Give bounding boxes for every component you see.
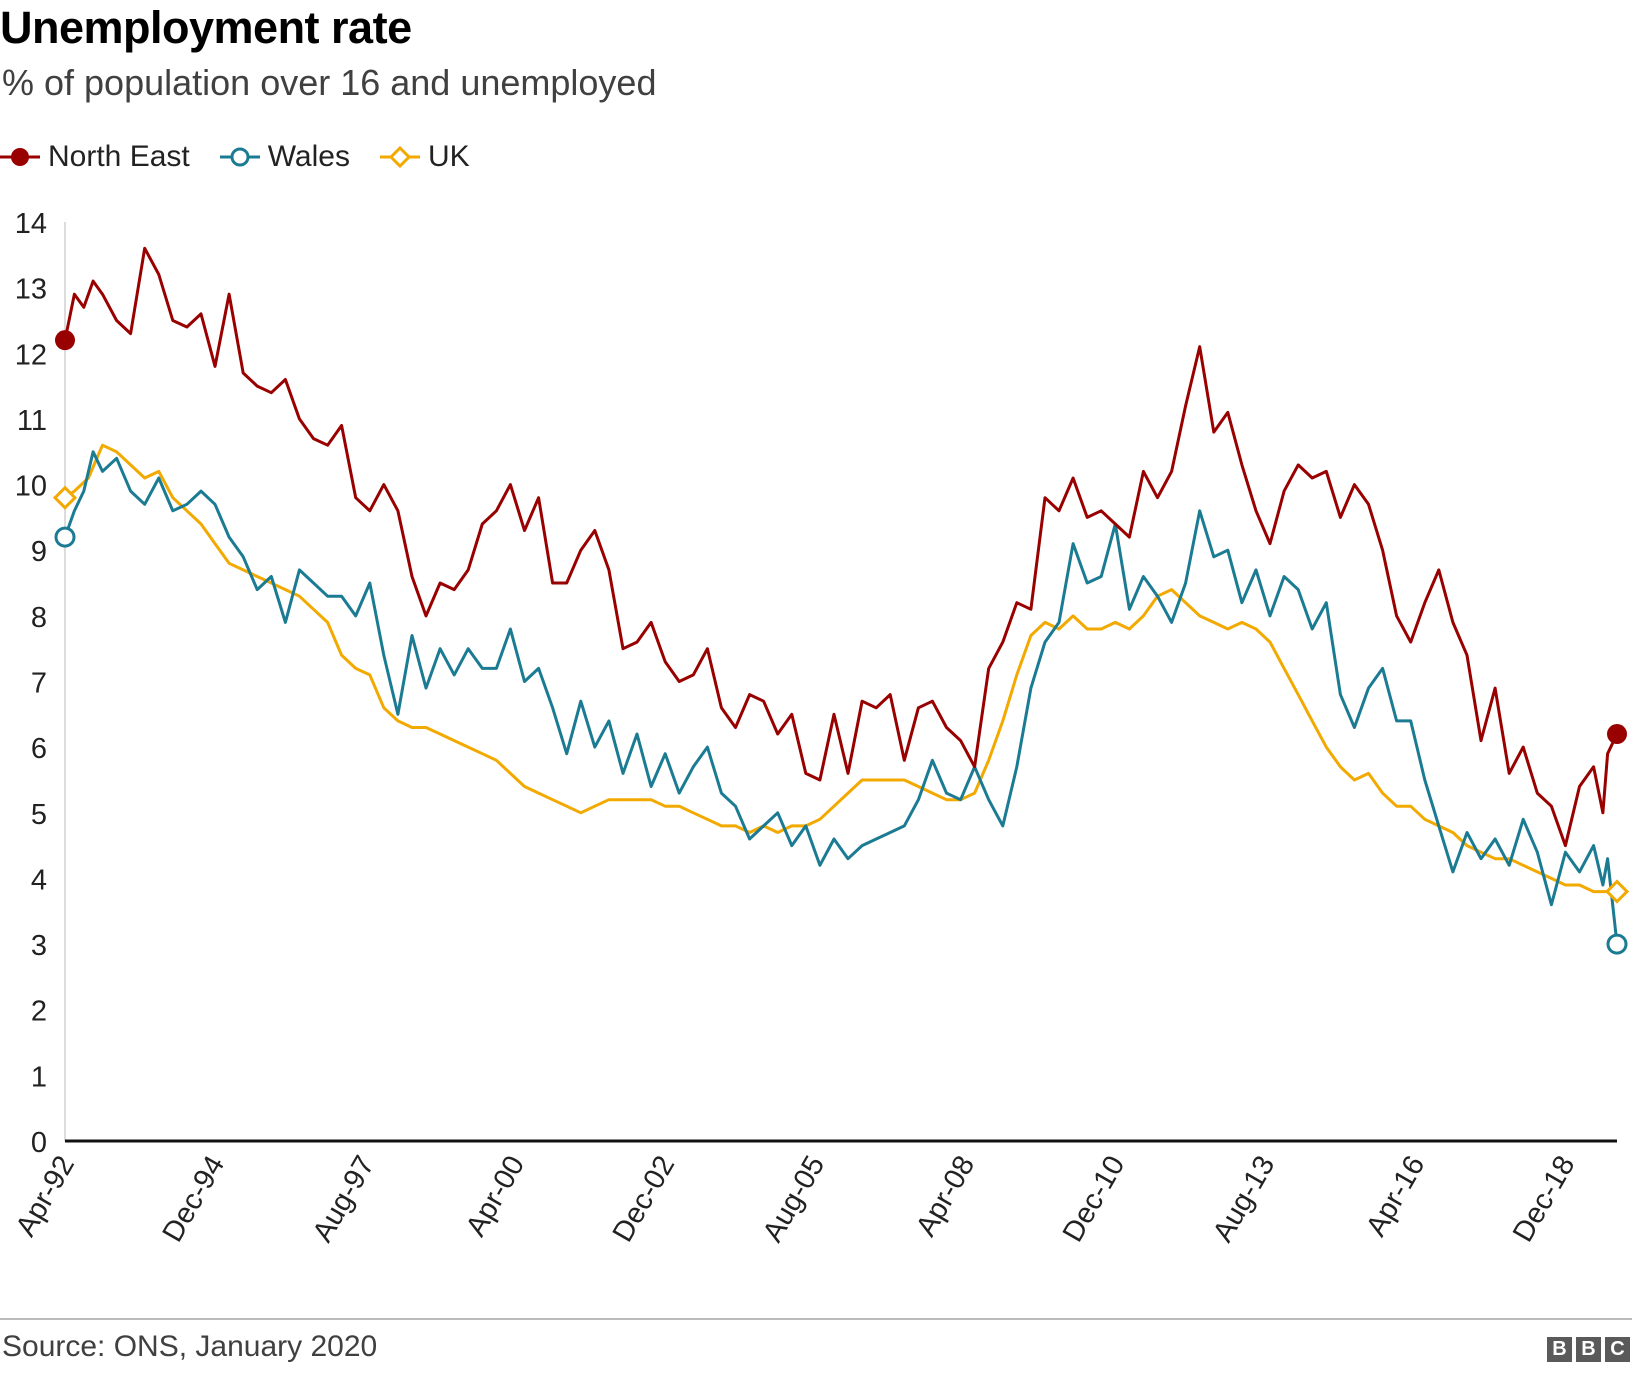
y-tick-label: 2 xyxy=(31,996,47,1028)
x-tick-label: Dec-10 xyxy=(1057,1151,1131,1248)
x-tick-label: Dec-94 xyxy=(157,1151,231,1248)
legend-item-north-east[interactable]: North East xyxy=(0,140,190,174)
series-marker-wales-start xyxy=(54,526,76,548)
series-line-wales xyxy=(63,450,1619,946)
x-tick-label: Aug-05 xyxy=(757,1151,831,1248)
legend-item-uk[interactable]: UK xyxy=(379,140,470,174)
logo-block: B xyxy=(1547,1337,1572,1362)
series-line-north-east xyxy=(63,246,1619,848)
legend-label-north-east: North East xyxy=(48,140,190,173)
x-tick-label: Apr-00 xyxy=(460,1151,531,1242)
logo-block: B xyxy=(1576,1337,1601,1362)
x-tick-label: Apr-92 xyxy=(10,1151,81,1242)
series-marker-north-east-end xyxy=(1607,724,1627,745)
bbc-logo: B B C xyxy=(1543,1337,1630,1362)
legend-label-uk: UK xyxy=(427,140,470,173)
legend: North East Wales UK xyxy=(0,135,500,179)
y-tick-label: 5 xyxy=(31,799,47,831)
y-tick-label: 7 xyxy=(31,668,47,700)
y-tick-label: 3 xyxy=(31,930,47,962)
footer-divider xyxy=(0,1318,1632,1320)
y-tick-label: 14 xyxy=(15,208,47,240)
x-tick-label: Apr-16 xyxy=(1360,1151,1431,1242)
hollow-circle-marker-icon xyxy=(219,147,260,167)
y-tick-label: 11 xyxy=(17,405,47,437)
x-tick-label: Aug-13 xyxy=(1207,1151,1281,1248)
y-tick-label: 9 xyxy=(31,536,47,568)
y-tick-label: 12 xyxy=(15,339,47,371)
y-tick-label: 1 xyxy=(31,1061,47,1093)
logo-block: C xyxy=(1605,1337,1630,1362)
series-marker-uk-end xyxy=(1604,879,1630,904)
y-tick-label: 13 xyxy=(15,274,47,306)
series-marker-wales-end xyxy=(1606,933,1628,955)
source-note: Source: ONS, January 2020 xyxy=(2,1330,378,1363)
x-tick-label: Apr-08 xyxy=(910,1151,981,1242)
y-tick-label: 4 xyxy=(31,864,47,896)
hollow-diamond-marker-icon xyxy=(379,145,420,169)
chart-title: Unemployment rate xyxy=(0,2,412,53)
y-tick-label: 6 xyxy=(31,733,47,765)
legend-label-wales: Wales xyxy=(267,140,350,173)
series-marker-uk-start xyxy=(52,485,78,510)
x-tick-label: Dec-18 xyxy=(1507,1151,1581,1248)
y-tick-label: 10 xyxy=(15,471,47,503)
chart-subtitle: % of population over 16 and unemployed xyxy=(2,62,657,103)
x-tick-label: Dec-02 xyxy=(607,1151,681,1248)
legend-item-wales[interactable]: Wales xyxy=(219,140,350,174)
series-marker-north-east-start xyxy=(55,330,75,351)
y-tick-label: 0 xyxy=(31,1127,47,1159)
filled-circle-marker-icon xyxy=(0,148,40,166)
series-line-uk xyxy=(63,443,1619,894)
x-tick-label: Aug-97 xyxy=(307,1151,381,1248)
y-tick-label: 8 xyxy=(31,602,47,634)
